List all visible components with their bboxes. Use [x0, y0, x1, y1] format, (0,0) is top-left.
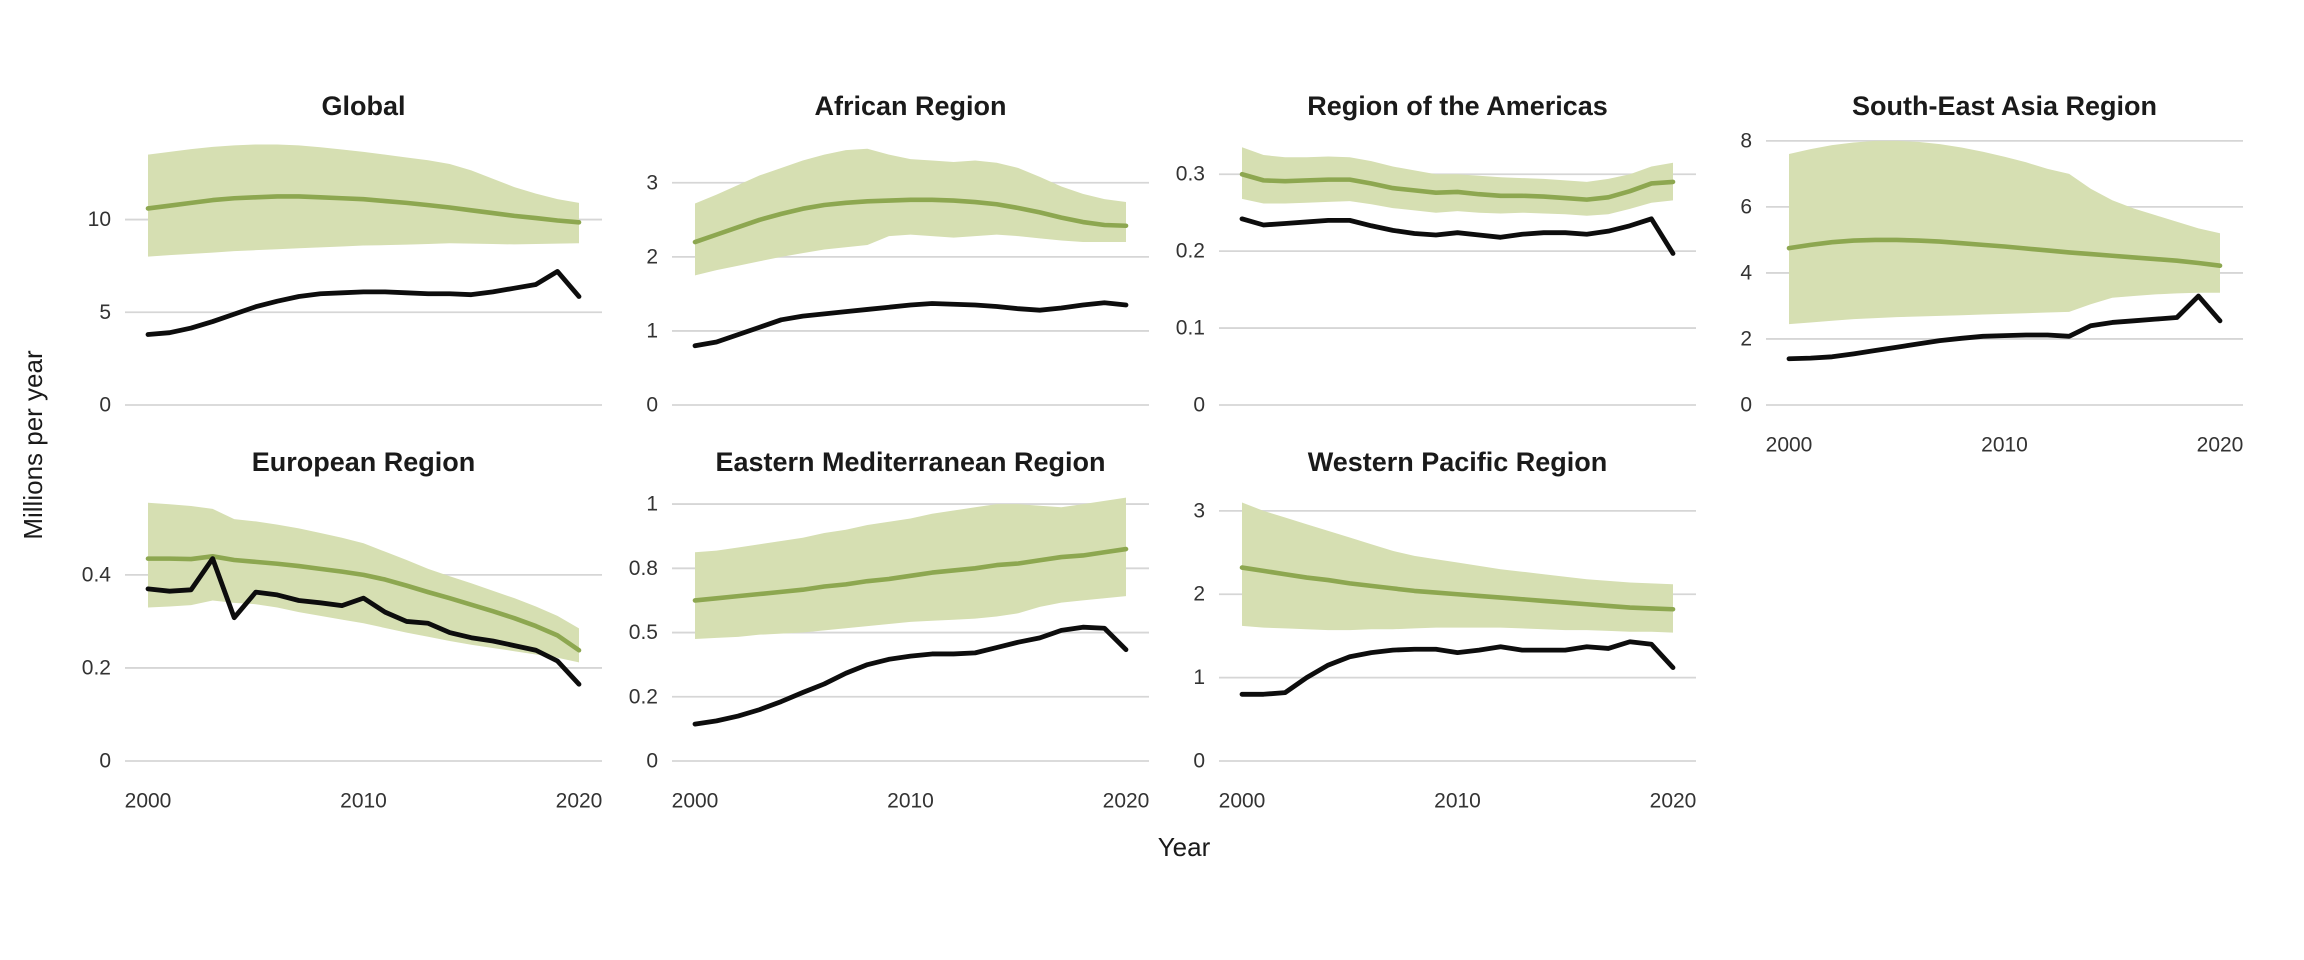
- confidence-band: [148, 502, 579, 663]
- y-tick-label: 0.1: [1176, 317, 1205, 340]
- y-tick-label: 0: [646, 394, 658, 417]
- y-tick-label: 0: [1193, 394, 1205, 417]
- y-tick-label: 5: [99, 301, 111, 324]
- y-tick-label: 0.8: [629, 557, 658, 580]
- y-tick-label: 0.4: [82, 563, 112, 586]
- panel-title: Region of the Americas: [1307, 91, 1608, 121]
- y-tick-label: 4: [1740, 261, 1752, 284]
- x-tick-label: 2020: [1103, 790, 1150, 813]
- y-tick-label: 2: [1193, 583, 1205, 606]
- confidence-band: [695, 497, 1126, 639]
- black-line: [692, 624, 1129, 727]
- y-tick-label: 0.5: [629, 621, 658, 644]
- x-tick-label: 2010: [340, 790, 387, 813]
- y-tick-label: 3: [646, 171, 658, 194]
- panel-title: Global: [321, 91, 405, 121]
- panel-european-region: 0 0.2 0.4 European Region 2000 2010 2020: [82, 447, 603, 813]
- panel-title: African Region: [814, 91, 1006, 121]
- black-line: [145, 556, 582, 687]
- black-line: [692, 300, 1129, 349]
- y-tick-label: 0.2: [1176, 240, 1205, 263]
- y-tick-label: 0: [1740, 394, 1752, 417]
- confidence-band: [1242, 502, 1673, 633]
- y-tick-label: 0: [99, 394, 111, 417]
- x-tick-label: 2020: [556, 790, 603, 813]
- panel-african-region: 0 1 2 3 African Region: [646, 91, 1149, 417]
- panel-title: South-East Asia Region: [1852, 91, 2157, 121]
- green-estimate-line: [692, 197, 1129, 245]
- green-estimate-line: [692, 546, 1129, 603]
- y-tick-label: 0: [646, 750, 658, 773]
- panel-title: Western Pacific Region: [1308, 447, 1608, 477]
- black-line: [1239, 216, 1676, 256]
- y-tick-label: 0.3: [1176, 163, 1205, 186]
- confidence-band: [1789, 140, 2220, 325]
- y-tick-label: 0: [1193, 750, 1205, 773]
- x-tick-label: 2000: [1219, 790, 1266, 813]
- x-tick-label: 2000: [125, 790, 172, 813]
- panel-title: Eastern Mediterranean Region: [715, 447, 1105, 477]
- y-tick-label: 1: [646, 493, 658, 516]
- y-tick-label: 0.2: [82, 656, 111, 679]
- x-tick-label: 2010: [1434, 790, 1481, 813]
- x-tick-label: 2020: [1650, 790, 1697, 813]
- confidence-band: [695, 148, 1126, 276]
- y-tick-label: 2: [646, 245, 658, 268]
- green-estimate-line: [145, 553, 582, 653]
- y-tick-label: 10: [88, 208, 111, 231]
- y-tick-label: 8: [1740, 129, 1752, 152]
- panel-eastern-mediterranean-region: 0 0.2 0.5 0.8 1 Eastern Mediterranean Region 2…: [629, 447, 1150, 813]
- black-line: [145, 269, 582, 337]
- black-line: [1786, 293, 2223, 362]
- y-tick-label: 0: [99, 750, 111, 773]
- y-axis-title: Millions per year: [18, 350, 48, 540]
- panel-region-of-the-americas: 0 0.1 0.2 0.3 Region of the Americas: [1176, 91, 1696, 417]
- panel-title: European Region: [252, 447, 476, 477]
- x-tick-label: 2010: [1981, 434, 2028, 457]
- x-tick-label: 2000: [1766, 434, 1813, 457]
- y-tick-label: 1: [1193, 666, 1205, 689]
- green-estimate-line: [145, 194, 582, 225]
- x-axis-title: Year: [1157, 832, 1211, 862]
- y-tick-label: 6: [1740, 195, 1752, 218]
- y-tick-label: 2: [1740, 327, 1752, 350]
- green-estimate-line: [1786, 237, 2223, 268]
- x-tick-label: 2000: [672, 790, 719, 813]
- panel-global: 0 5 10 Global: [88, 91, 602, 417]
- y-tick-label: 0.2: [629, 685, 658, 708]
- y-tick-label: 3: [1193, 499, 1205, 522]
- x-tick-label: 2010: [887, 790, 934, 813]
- y-tick-label: 1: [646, 319, 658, 342]
- panel-south-east-asia-region: 0 2 4 6 8 South-East Asia Region 2000 2010 2020: [1740, 91, 2243, 457]
- x-tick-label: 2020: [2197, 434, 2244, 457]
- panel-western-pacific-region: 0 1 2 3 Western Pacific Region 2000 2010 2020: [1193, 447, 1696, 813]
- black-line: [1239, 639, 1676, 697]
- green-estimate-line: [1239, 171, 1676, 202]
- green-estimate-line: [1239, 565, 1676, 612]
